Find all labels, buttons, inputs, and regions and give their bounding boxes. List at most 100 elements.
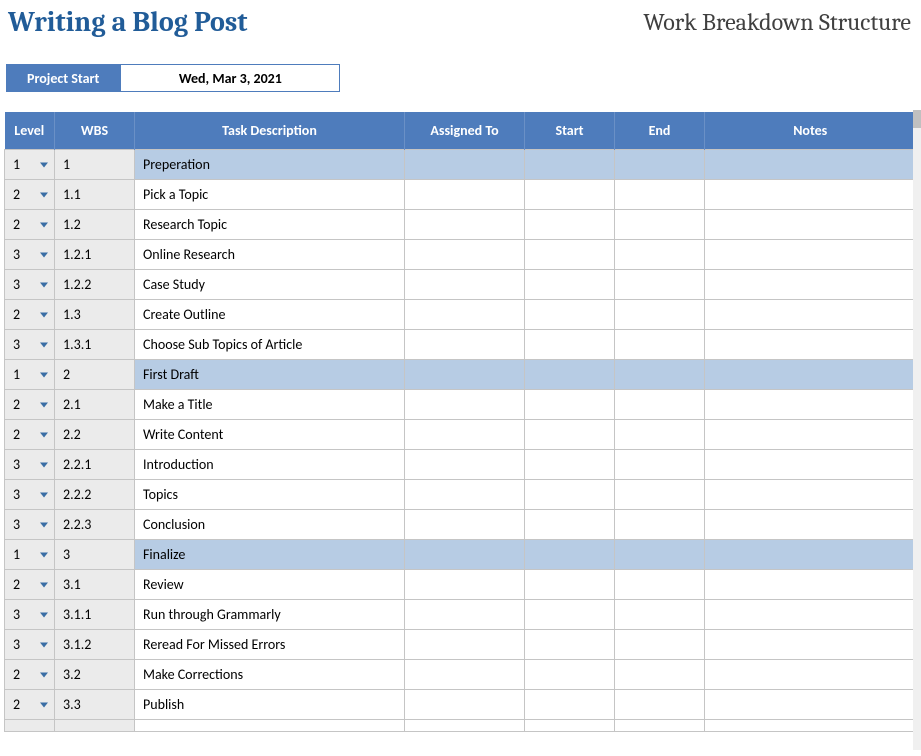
assigned-cell[interactable] <box>405 690 525 720</box>
chevron-down-icon[interactable] <box>40 372 48 377</box>
assigned-cell[interactable] <box>405 330 525 360</box>
desc-cell[interactable]: First Draft <box>135 360 405 390</box>
start-cell[interactable] <box>525 270 615 300</box>
chevron-down-icon[interactable] <box>40 492 48 497</box>
empty-cell[interactable] <box>405 720 525 732</box>
notes-cell[interactable] <box>705 330 916 360</box>
desc-cell[interactable]: Conclusion <box>135 510 405 540</box>
empty-cell[interactable] <box>705 720 916 732</box>
chevron-down-icon[interactable] <box>40 672 48 677</box>
assigned-cell[interactable] <box>405 240 525 270</box>
wbs-cell[interactable]: 1.3.1 <box>55 330 135 360</box>
end-cell[interactable] <box>615 480 705 510</box>
end-cell[interactable] <box>615 570 705 600</box>
wbs-cell[interactable]: 3.3 <box>55 690 135 720</box>
notes-cell[interactable] <box>705 690 916 720</box>
notes-cell[interactable] <box>705 210 916 240</box>
assigned-cell[interactable] <box>405 540 525 570</box>
start-cell[interactable] <box>525 300 615 330</box>
wbs-cell[interactable]: 3.1.1 <box>55 600 135 630</box>
level-cell[interactable]: 2 <box>5 660 55 690</box>
chevron-down-icon[interactable] <box>40 282 48 287</box>
end-cell[interactable] <box>615 300 705 330</box>
notes-cell[interactable] <box>705 360 916 390</box>
chevron-down-icon[interactable] <box>40 252 48 257</box>
level-cell[interactable]: 3 <box>5 450 55 480</box>
desc-cell[interactable]: Review <box>135 570 405 600</box>
desc-cell[interactable]: Introduction <box>135 450 405 480</box>
assigned-cell[interactable] <box>405 210 525 240</box>
wbs-cell[interactable]: 2.2.1 <box>55 450 135 480</box>
level-cell[interactable]: 3 <box>5 270 55 300</box>
wbs-cell[interactable]: 1.3 <box>55 300 135 330</box>
empty-cell[interactable] <box>135 720 405 732</box>
assigned-cell[interactable] <box>405 360 525 390</box>
desc-cell[interactable]: Pick a Topic <box>135 180 405 210</box>
vertical-scrollbar[interactable] <box>913 110 921 750</box>
notes-cell[interactable] <box>705 270 916 300</box>
start-cell[interactable] <box>525 570 615 600</box>
notes-cell[interactable] <box>705 480 916 510</box>
start-cell[interactable] <box>525 540 615 570</box>
scrollbar-thumb[interactable] <box>913 110 921 128</box>
chevron-down-icon[interactable] <box>40 402 48 407</box>
assigned-cell[interactable] <box>405 270 525 300</box>
end-cell[interactable] <box>615 210 705 240</box>
assigned-cell[interactable] <box>405 420 525 450</box>
wbs-cell[interactable]: 1.1 <box>55 180 135 210</box>
chevron-down-icon[interactable] <box>40 342 48 347</box>
level-cell[interactable]: 2 <box>5 180 55 210</box>
level-cell[interactable]: 2 <box>5 420 55 450</box>
level-cell[interactable]: 2 <box>5 300 55 330</box>
assigned-cell[interactable] <box>405 570 525 600</box>
level-cell[interactable]: 3 <box>5 630 55 660</box>
level-cell[interactable]: 1 <box>5 540 55 570</box>
start-cell[interactable] <box>525 450 615 480</box>
notes-cell[interactable] <box>705 630 916 660</box>
desc-cell[interactable]: Finalize <box>135 540 405 570</box>
desc-cell[interactable]: Topics <box>135 480 405 510</box>
notes-cell[interactable] <box>705 390 916 420</box>
wbs-cell[interactable]: 2.2.2 <box>55 480 135 510</box>
chevron-down-icon[interactable] <box>40 522 48 527</box>
wbs-cell[interactable]: 2 <box>55 360 135 390</box>
end-cell[interactable] <box>615 360 705 390</box>
desc-cell[interactable]: Reread For Missed Errors <box>135 630 405 660</box>
chevron-down-icon[interactable] <box>40 582 48 587</box>
chevron-down-icon[interactable] <box>40 432 48 437</box>
level-cell[interactable]: 3 <box>5 330 55 360</box>
end-cell[interactable] <box>615 150 705 180</box>
assigned-cell[interactable] <box>405 390 525 420</box>
desc-cell[interactable]: Create Outline <box>135 300 405 330</box>
start-cell[interactable] <box>525 360 615 390</box>
end-cell[interactable] <box>615 390 705 420</box>
project-start-value[interactable]: Wed, Mar 3, 2021 <box>120 64 340 92</box>
end-cell[interactable] <box>615 420 705 450</box>
start-cell[interactable] <box>525 510 615 540</box>
level-cell[interactable]: 3 <box>5 240 55 270</box>
notes-cell[interactable] <box>705 240 916 270</box>
chevron-down-icon[interactable] <box>40 162 48 167</box>
desc-cell[interactable]: Make Corrections <box>135 660 405 690</box>
start-cell[interactable] <box>525 690 615 720</box>
notes-cell[interactable] <box>705 570 916 600</box>
desc-cell[interactable]: Research Topic <box>135 210 405 240</box>
wbs-cell[interactable]: 3.1.2 <box>55 630 135 660</box>
wbs-cell[interactable]: 3.2 <box>55 660 135 690</box>
assigned-cell[interactable] <box>405 300 525 330</box>
end-cell[interactable] <box>615 690 705 720</box>
assigned-cell[interactable] <box>405 510 525 540</box>
desc-cell[interactable]: Preperation <box>135 150 405 180</box>
desc-cell[interactable]: Run through Grammarly <box>135 600 405 630</box>
start-cell[interactable] <box>525 420 615 450</box>
notes-cell[interactable] <box>705 420 916 450</box>
level-cell[interactable]: 3 <box>5 480 55 510</box>
level-cell[interactable]: 2 <box>5 210 55 240</box>
assigned-cell[interactable] <box>405 480 525 510</box>
wbs-cell[interactable]: 3 <box>55 540 135 570</box>
assigned-cell[interactable] <box>405 180 525 210</box>
chevron-down-icon[interactable] <box>40 192 48 197</box>
desc-cell[interactable]: Make a Title <box>135 390 405 420</box>
notes-cell[interactable] <box>705 450 916 480</box>
assigned-cell[interactable] <box>405 150 525 180</box>
